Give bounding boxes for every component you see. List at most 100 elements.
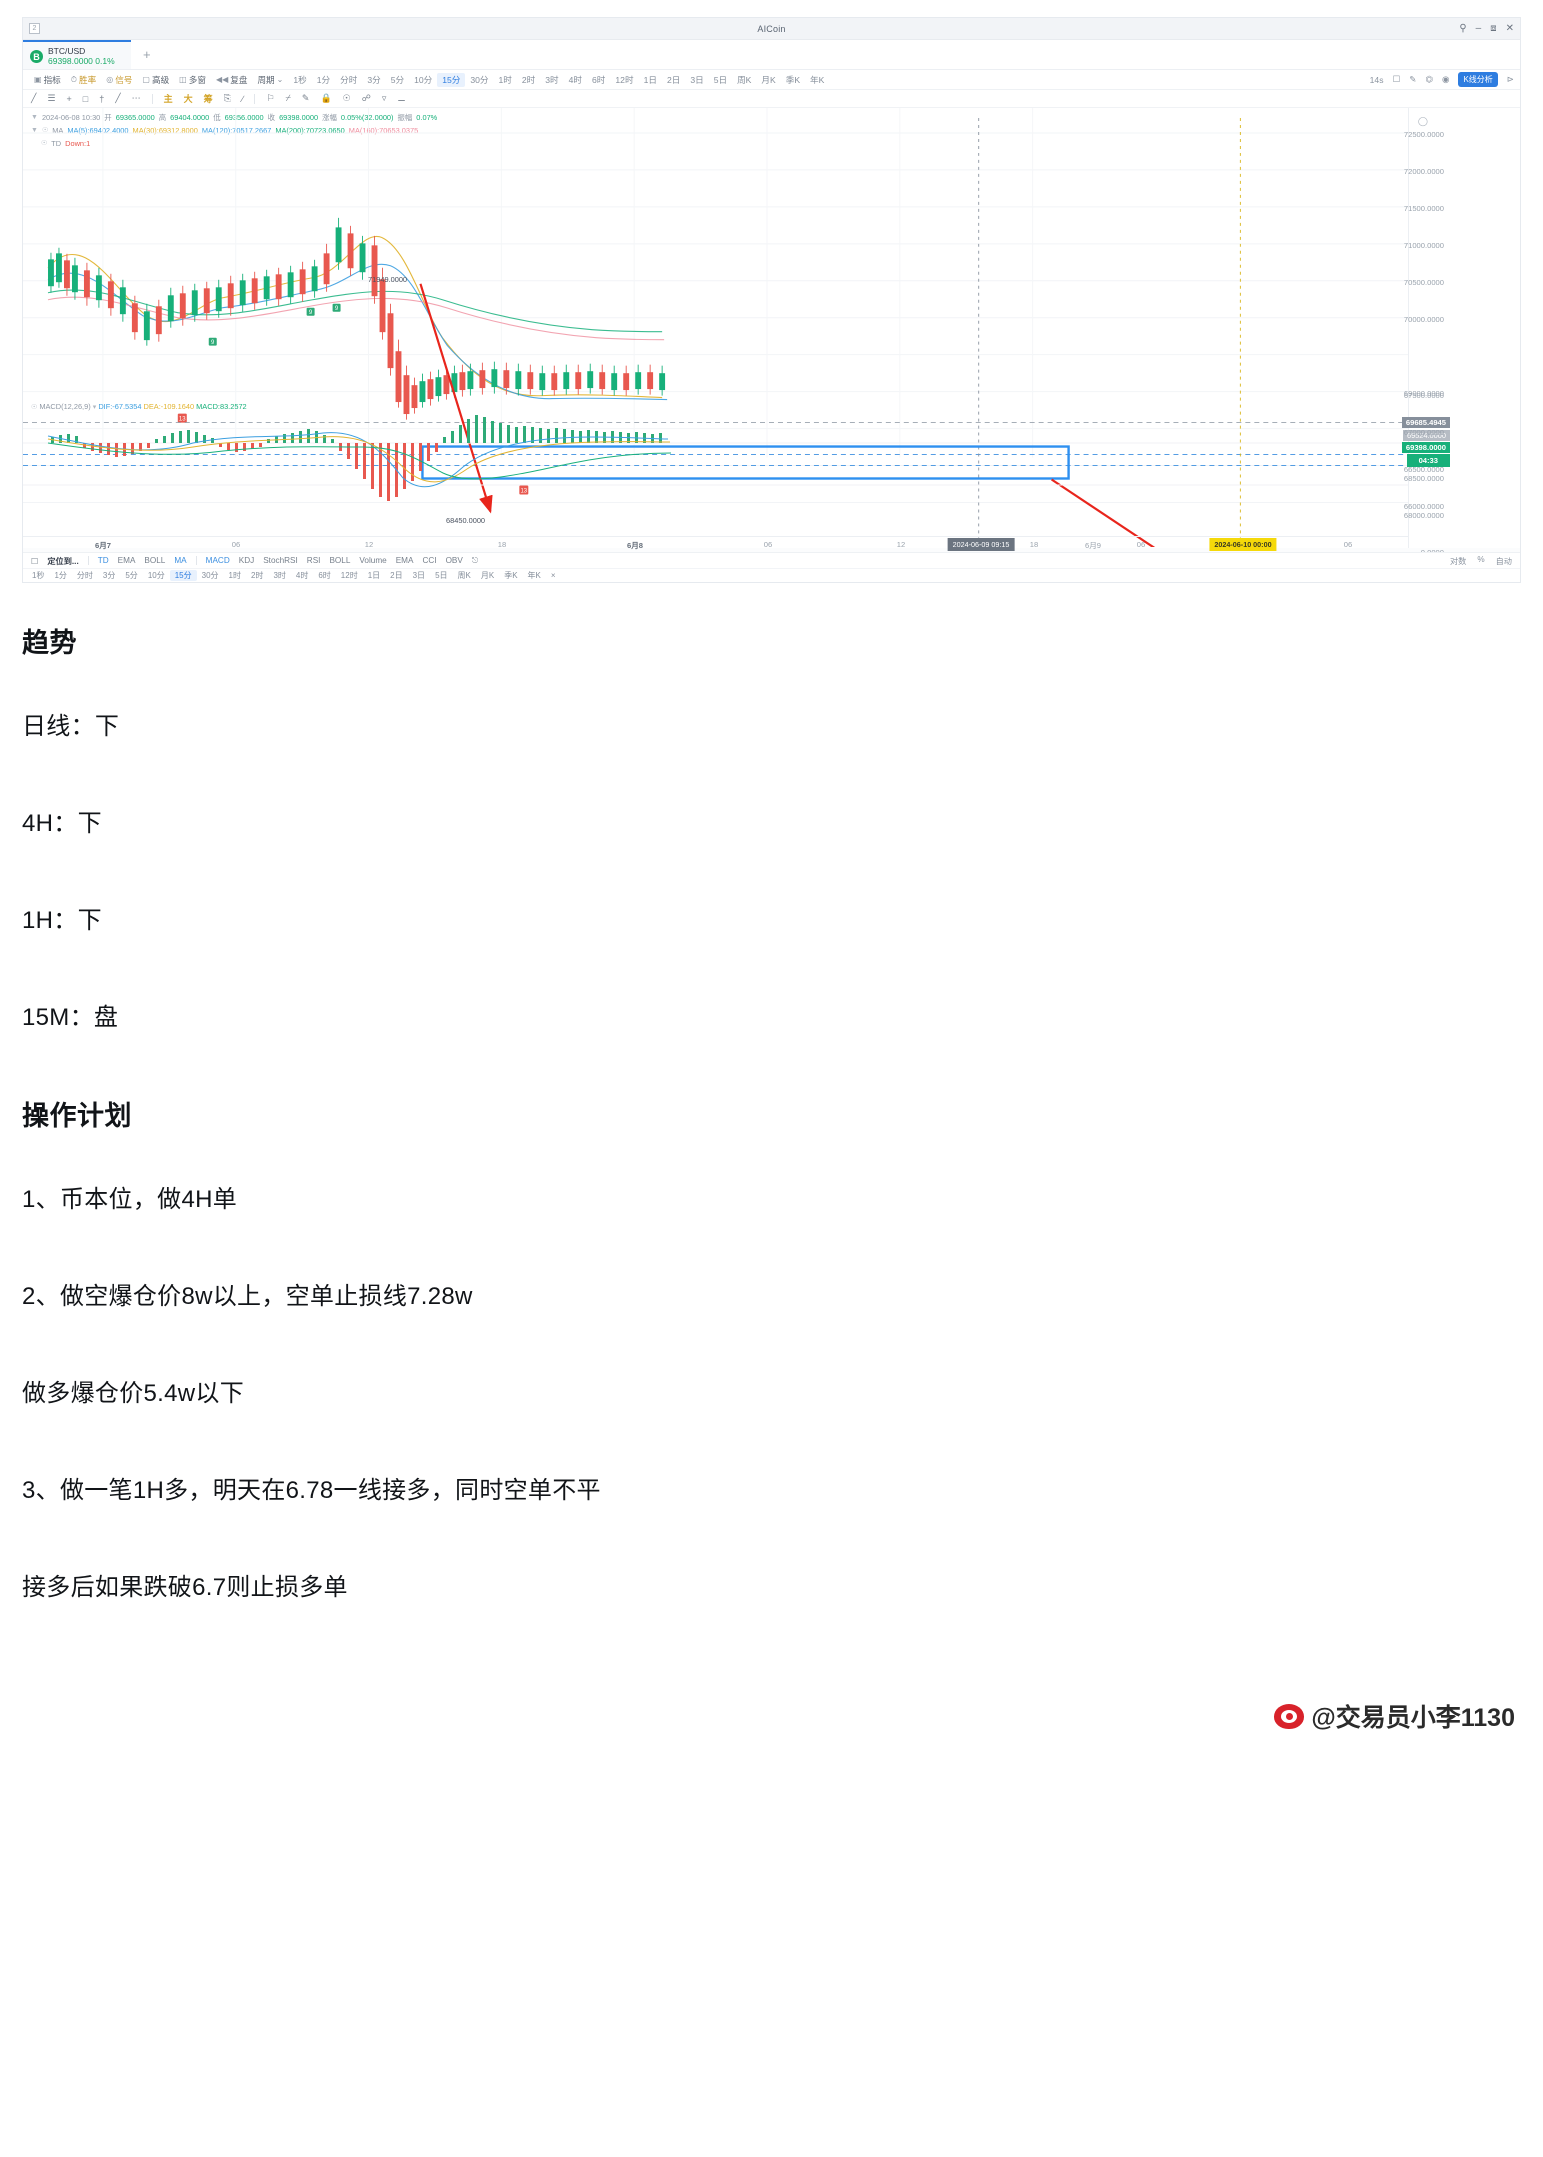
crop-icon[interactable]: ⏣ [1425,74,1433,84]
timeframe-5d[interactable]: 5日 [713,74,728,85]
toolbar-item-advanced[interactable]: ▢ 高级 [137,74,174,86]
indicator-boll2[interactable]: BOLL [329,556,351,565]
more-icon[interactable]: ⋯ [131,93,141,103]
timeframe-2h[interactable]: 2时 [521,74,536,85]
bottom-tf-3h[interactable]: 3时 [273,571,286,580]
bottom-tf-12h[interactable]: 12时 [340,571,358,580]
settings-icon[interactable]: ◉ [1441,74,1450,84]
collapse-icon[interactable]: ▼ [31,114,38,122]
expand-icon[interactable]: ⎋ [471,555,479,565]
timeframe-12h[interactable]: 12时 [615,74,634,85]
pen-icon[interactable]: ✎ [301,93,310,103]
indicator-volume[interactable]: Volume [359,556,387,565]
bottom-tf-3d[interactable]: 3日 [412,571,426,580]
toolbar-item-period[interactable]: 周期 ⌄ [252,74,288,86]
minimize-icon[interactable]: – [1475,23,1482,34]
timeframe-3h[interactable]: 3时 [545,74,559,85]
hide-icon[interactable]: ☉ [342,93,351,103]
timeframe-3d[interactable]: 3日 [690,74,704,85]
bottom-tf-3m[interactable]: 3分 [102,571,116,580]
workspace-badge[interactable]: 2 [29,23,40,34]
big-order-label[interactable]: 大 [183,94,193,104]
log-scale-toggle[interactable]: 对数 [1449,556,1467,566]
timeframe-intraday[interactable]: 分时 [340,74,358,85]
indicator-boll[interactable]: BOLL [144,556,166,565]
trendline-icon[interactable]: ╱ [31,93,37,103]
chip-label[interactable]: 筹 [203,94,213,104]
indicator-obv[interactable]: OBV [445,556,463,565]
flag-icon[interactable]: ⚐ [266,93,275,103]
indicator-td[interactable]: TD [97,556,109,565]
cross-icon[interactable]: † [99,93,105,104]
indicator-ma[interactable]: MA [174,556,187,565]
magnet-icon[interactable]: ⎘ [223,93,231,103]
indicator-ema[interactable]: EMA [117,556,136,565]
fullscreen-icon[interactable]: ◯ [1417,116,1428,126]
locate-label[interactable]: 定位到... [47,556,79,566]
bottom-tf-2h[interactable]: 2时 [250,571,264,580]
auto-scale-toggle[interactable]: 自动 [1495,556,1512,566]
indicator-kdj[interactable]: KDJ [238,556,255,565]
timeframe-1d[interactable]: 1日 [643,74,657,85]
price-axis[interactable]: ◯ 72500.0000 72000.0000 71500.0000 71000… [1401,108,1520,548]
toolbar-item-multiwindow[interactable]: ◫ 多窗 [174,74,211,86]
eraser-icon[interactable]: ⌿ [285,93,291,103]
timeframe-monthly[interactable]: 月K [761,74,776,85]
toolbar-item-replay[interactable]: ◀◀ 复盘 [211,74,253,86]
chart-canvas-area[interactable]: ▼ 2024-06-08 10:30 开 69365.0000 高 69404.… [23,108,1520,548]
parallel-channel-icon[interactable]: ☰ [47,93,56,103]
bottom-tf-1s[interactable]: 1秒 [32,571,45,580]
bottom-tf-weekly[interactable]: 周K [457,571,471,580]
timeframe-yearly[interactable]: 年K [810,74,825,85]
rectangle-icon[interactable]: □ [82,93,89,104]
bottom-tf-2d[interactable]: 2日 [390,571,403,580]
bottom-tf-5d[interactable]: 5日 [435,571,448,580]
bottom-tf-30m[interactable]: 30分 [201,571,219,580]
bottom-tf-5m[interactable]: 5分 [125,571,138,580]
indicator-rsi[interactable]: RSI [306,556,321,565]
time-axis[interactable]: 6月7 06 12 18 6月8 06 12 18 2024-06-09 09:… [23,536,1408,552]
horizontal-ray-icon[interactable]: + [66,93,72,104]
symbol-tab-btcusd[interactable]: B BTC/USD 69398.0000 0.1% [23,40,131,69]
close-timeframe-icon[interactable]: × [550,571,556,580]
share-icon[interactable]: ⊳ [1506,74,1514,84]
timeframe-quarterly[interactable]: 季K [785,74,801,85]
collapse-ma-icon[interactable]: ▼ [31,127,38,135]
ruler-icon[interactable]: ∕ [241,93,244,104]
timeframe-1s[interactable]: 1秒 [293,74,307,85]
bottom-tf-15m[interactable]: 15分 [169,570,197,581]
indicator-stochrsi[interactable]: StochRSI [263,556,298,565]
add-tab-button[interactable]: + [143,47,151,62]
timeframe-2d[interactable]: 2日 [666,74,681,85]
bottom-tf-1h[interactable]: 1时 [228,571,241,580]
segment-icon[interactable]: ╱ [115,93,121,103]
magnet2-icon[interactable]: ☍ [361,93,371,103]
toolbar-item-indicator[interactable]: ▣ 指标 [29,74,66,86]
bottom-tf-monthly[interactable]: 月K [480,571,495,580]
indicator-ema2[interactable]: EMA [395,556,414,565]
bottom-tf-4h[interactable]: 4时 [295,571,309,580]
filter-icon[interactable]: ▿ [381,93,387,103]
timeframe-3m[interactable]: 3分 [367,74,381,85]
macd-pane[interactable] [23,403,1410,503]
timeframe-15m[interactable]: 15分 [437,72,466,87]
bottom-tf-intraday[interactable]: 分时 [76,571,93,580]
timeframe-4h[interactable]: 4时 [568,74,583,85]
candlestick-plot[interactable]: 9 9 9 13 13 [23,108,1520,548]
close-icon[interactable]: ✕ [1505,23,1514,34]
timeframe-10m[interactable]: 10分 [414,74,433,85]
timeframe-30m[interactable]: 30分 [470,74,489,85]
lock-icon[interactable]: 🔒 [320,93,332,103]
percent-toggle[interactable]: % [1477,554,1485,564]
bottom-tf-yearly[interactable]: 年K [527,571,541,580]
bottom-tf-1d[interactable]: 1日 [367,571,381,580]
bottom-tf-10m[interactable]: 10分 [147,571,165,580]
pencil-icon[interactable]: ✎ [1409,74,1417,84]
bottom-tf-6h[interactable]: 6时 [318,571,331,580]
toolbar-item-winrate[interactable]: ⏱ 胜率 [66,74,101,86]
timeframe-1h[interactable]: 1时 [498,74,512,85]
indicator-macd[interactable]: MACD [205,556,230,565]
trash-icon[interactable]: ⚊ [397,93,406,103]
timeframe-1m[interactable]: 1分 [316,74,331,85]
camera-icon[interactable]: ☐ [1392,74,1401,84]
